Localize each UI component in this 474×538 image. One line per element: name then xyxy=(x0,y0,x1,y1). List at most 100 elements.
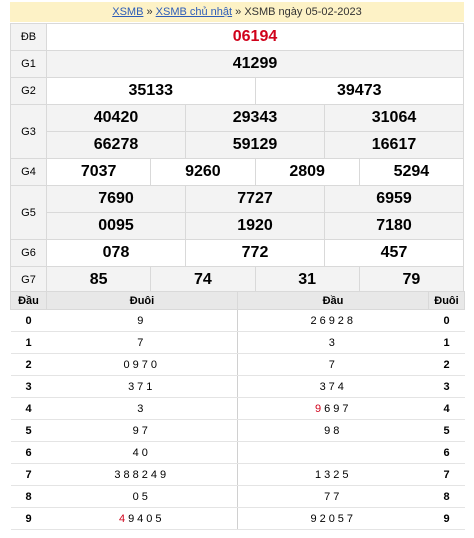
loto-head-digit: 6 xyxy=(10,441,47,464)
loto-head-digits: 98 xyxy=(237,419,429,442)
column-header-duoi: Đuôi xyxy=(46,291,238,310)
loto-head-digit: 9 xyxy=(10,507,47,530)
loto-table: Đầu Đuôi Đầu Đuôi 0 9 26928 0 1 7 3 1 2 0970 7 2 3 37… xyxy=(10,291,465,530)
loto-head-digits: 9697 xyxy=(237,397,429,420)
loto-head-digits xyxy=(237,441,429,464)
loto-digits: 9 xyxy=(137,314,147,327)
loto-row: 2 0970 7 2 xyxy=(10,353,465,376)
prize-label: G1 xyxy=(10,50,47,78)
prize-label: G5 xyxy=(10,185,47,240)
prize-row-g1: G1 41299 xyxy=(10,50,464,78)
breadcrumb-link-xsmb[interactable]: XSMB xyxy=(112,6,144,18)
loto-tail-digit: 0 xyxy=(428,309,465,332)
loto-digits: 388249 xyxy=(114,468,170,481)
prize-row-db: ĐB 06194 xyxy=(10,23,464,51)
loto-head-digits: 7 xyxy=(237,353,429,376)
loto-row: 6 40 6 xyxy=(10,441,465,464)
special-prize-number: 06194 xyxy=(46,23,464,51)
loto-row: 5 97 98 5 xyxy=(10,419,465,442)
prize-number: 59129 xyxy=(185,131,325,159)
prize-number: 31 xyxy=(254,266,360,294)
loto-digits: 98 xyxy=(324,424,343,437)
loto-tail-digits: 371 xyxy=(46,375,238,398)
column-header-dau: Đầu xyxy=(237,291,429,310)
loto-highlight-digit: 4 xyxy=(118,512,129,525)
prize-row-g6: G6 078 772 457 xyxy=(10,239,464,267)
prize-label: ĐB xyxy=(10,23,47,51)
prize-number: 66278 xyxy=(46,131,186,159)
loto-digits: 26928 xyxy=(310,314,357,327)
loto-head-digits: 26928 xyxy=(237,309,429,332)
loto-tail-digits: 40 xyxy=(46,441,238,464)
loto-digits: 697 xyxy=(324,402,352,415)
loto-tail-digits: 7 xyxy=(46,331,238,354)
loto-row: 7 388249 1325 7 xyxy=(10,463,465,486)
prize-number: 40420 xyxy=(46,104,186,132)
loto-head-digits: 77 xyxy=(237,485,429,508)
loto-tail-digits: 0970 xyxy=(46,353,238,376)
prize-number: 772 xyxy=(185,239,325,267)
loto-digits: 05 xyxy=(132,490,151,503)
loto-head-digit: 2 xyxy=(10,353,47,376)
prize-row-g5: G5 7690 7727 6959 xyxy=(10,185,464,240)
loto-highlight-digit: 9 xyxy=(315,402,325,415)
loto-digits: 92057 xyxy=(310,512,357,525)
loto-tail-digit: 8 xyxy=(428,485,465,508)
prize-row-g3: G3 40420 29343 31064 xyxy=(10,104,464,159)
prize-number: 39473 xyxy=(254,77,464,105)
prize-label: G3 xyxy=(10,104,47,159)
loto-row: 0 9 26928 0 xyxy=(10,309,465,332)
breadcrumb-separator: » xyxy=(232,6,245,18)
prize-row-g4: G4 7037 9260 2809 5294 xyxy=(10,158,465,186)
loto-digits: 97 xyxy=(132,424,151,437)
prize-number: 35133 xyxy=(46,77,256,105)
breadcrumb-current: XSMB ngày 05-02-2023 xyxy=(244,6,362,18)
loto-head-digits: 3 xyxy=(237,331,429,354)
loto-head-digit: 0 xyxy=(10,309,47,332)
loto-tail-digit: 4 xyxy=(428,397,465,420)
results-table: ĐB 06194 G1 41299 G2 35133 39473 G3 4042… xyxy=(10,23,465,294)
prize-number: 7180 xyxy=(324,212,464,240)
loto-tail-digits: 49405 xyxy=(46,507,238,530)
loto-head-digits: 92057 xyxy=(237,507,429,530)
loto-head-digit: 8 xyxy=(10,485,47,508)
loto-tail-digit: 1 xyxy=(428,331,465,354)
prize-number: 74 xyxy=(150,266,256,294)
prize-number: 7690 xyxy=(46,185,186,213)
prize-number: 7727 xyxy=(185,185,325,213)
loto-head-digits: 1325 xyxy=(237,463,429,486)
loto-digits: 40 xyxy=(132,446,151,459)
loto-digits: 7 xyxy=(137,336,147,349)
prize-number: 2809 xyxy=(254,158,360,186)
loto-tail-digit: 7 xyxy=(428,463,465,486)
breadcrumb-link-xsmb-sunday[interactable]: XSMB chủ nhật xyxy=(155,6,233,18)
loto-tail-digit: 9 xyxy=(428,507,465,530)
prize-label: G6 xyxy=(10,239,47,267)
prize-row-g2: G2 35133 39473 xyxy=(10,77,464,105)
breadcrumb-separator: » xyxy=(143,6,156,18)
loto-tail-digits: 9 xyxy=(46,309,238,332)
prize-row-g5: 0095 1920 7180 xyxy=(11,212,464,240)
loto-head-digit: 3 xyxy=(10,375,47,398)
prize-label: G7 xyxy=(10,266,47,294)
loto-tail-digits: 05 xyxy=(46,485,238,508)
column-header-dau: Đầu xyxy=(10,291,47,310)
prize-number: 85 xyxy=(45,266,152,294)
prize-number: 078 xyxy=(46,239,186,267)
loto-head-digit: 4 xyxy=(10,397,47,420)
prize-number: 79 xyxy=(358,266,465,294)
loto-digits: 77 xyxy=(324,490,343,503)
loto-head-digit: 1 xyxy=(10,331,47,354)
loto-digits: 1325 xyxy=(315,468,352,481)
loto-digits: 9405 xyxy=(128,512,165,525)
loto-digits: 3 xyxy=(137,402,147,415)
prize-number: 29343 xyxy=(185,104,325,132)
breadcrumb: XSMB » XSMB chủ nhật » XSMB ngày 05-02-2… xyxy=(10,2,464,22)
loto-row: 8 05 77 8 xyxy=(10,485,465,508)
loto-row: 3 371 374 3 xyxy=(10,375,465,398)
prize-number: 0095 xyxy=(46,212,186,240)
prize-label: G2 xyxy=(10,77,47,105)
loto-head-digit: 7 xyxy=(10,463,47,486)
loto-header-row: Đầu Đuôi Đầu Đuôi xyxy=(10,291,465,310)
